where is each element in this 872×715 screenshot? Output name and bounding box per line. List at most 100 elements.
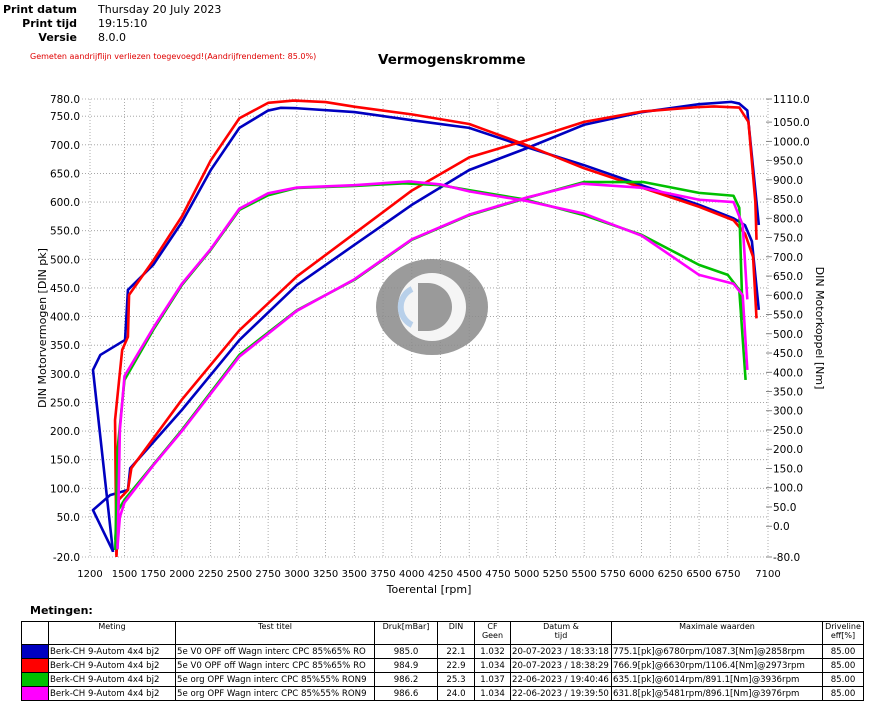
cell-datum: 20-07-2023 / 18:38:29 [510, 658, 612, 673]
cell-din: 22.9 [437, 658, 475, 673]
cell-druk: 986.2 [374, 672, 438, 687]
y-tick-label: 700.0 [50, 140, 80, 152]
y2-tick-label: 700.0 [773, 252, 803, 264]
y2-tick-label: 650.0 [773, 271, 803, 283]
series-line-2-power [115, 105, 758, 558]
y-tick-label: 780.0 [50, 94, 80, 106]
column-header: DIN [437, 621, 475, 645]
x-tick-label: 5000 [514, 569, 539, 580]
y2-tick-label: 900.0 [773, 175, 803, 187]
measurements-table: Meting Test titel Druk[mBar] DIN CF Geen Datu… [21, 621, 864, 701]
y-tick-label: 750.0 [50, 111, 80, 123]
cell-eff: 85.00 [822, 686, 864, 701]
y2-tick-label: 200.0 [773, 444, 803, 456]
series-line-1-torque [91, 106, 761, 553]
x-tick-label: 7100 [755, 569, 780, 580]
y-tick-label: 200.0 [50, 426, 80, 438]
y2-tick-label: 100.0 [773, 483, 803, 495]
y-tick-label: 500.0 [50, 254, 80, 266]
y2-tick-label: 400.0 [773, 367, 803, 379]
y2-tick-label: 1110.0 [773, 94, 810, 106]
x-tick-label: 4250 [428, 569, 453, 580]
table-row: Berk-CH 9-Autom 4x4 bj2 5e V0 OPF off Wag… [21, 658, 864, 673]
cell-meting: Berk-CH 9-Autom 4x4 bj2 [48, 672, 176, 687]
cell-druk: 984.9 [374, 658, 438, 673]
power-torque-chart: 1200 1500 1750 2000 2250 2500 2750 3000 3250 3500… [36, 94, 826, 596]
cell-datum: 22-06-2023 / 19:39:50 [510, 686, 612, 701]
x-tick-label: 6250 [658, 569, 683, 580]
cell-cf: 1.034 [474, 686, 511, 701]
cell-cf: 1.037 [474, 672, 511, 687]
x-tick-label: 2250 [198, 569, 223, 580]
y2-axis-label: DIN Motorkoppel [Nm] [813, 267, 826, 390]
x-tick-label: 4500 [456, 569, 481, 580]
cell-max: 766.9[pk]@6630rpm/1106.4[Nm]@2973rpm [611, 658, 823, 673]
y-tick-label: 350.0 [50, 340, 80, 352]
series-lines [91, 99, 761, 558]
cell-datum: 20-07-2023 / 18:33:18 [510, 644, 612, 659]
table-row: Berk-CH 9-Autom 4x4 bj2 5e org OPF Wagn i… [21, 686, 864, 701]
x-tick-label: 4000 [399, 569, 424, 580]
y2-tick-label: 1050.0 [773, 117, 810, 129]
column-header: Driveline eff[%] [822, 621, 864, 645]
cell-eff: 85.00 [822, 658, 864, 673]
column-header: Datum & tijd [510, 621, 612, 645]
y2-tick-label: 600.0 [773, 290, 803, 302]
y-tick-label: 50.0 [57, 512, 80, 524]
table-row: Berk-CH 9-Autom 4x4 bj2 5e org OPF Wagn i… [21, 672, 864, 687]
cell-titel: 5e org OPF Wagn interc CPC 85%55% RON9 [175, 686, 375, 701]
y-tick-label: 150.0 [50, 455, 80, 467]
x-tick-label: 3750 [370, 569, 395, 580]
y2-tick-label: 500.0 [773, 329, 803, 341]
versie-label: Versie [38, 31, 77, 44]
y2-tick-label: 750.0 [773, 233, 803, 245]
cell-eff: 85.00 [822, 644, 864, 659]
print-datum-label: Print datum [2, 3, 77, 16]
x-tick-label: 6750 [715, 569, 740, 580]
x-tick-label: 4750 [485, 569, 510, 580]
y-tick-label: 100.0 [50, 483, 80, 495]
y2-tick-label: 550.0 [773, 310, 803, 322]
watermark-logo [376, 259, 488, 355]
cell-eff: 85.00 [822, 672, 864, 687]
y2-tick-label: 50.0 [773, 502, 796, 514]
cell-druk: 985.0 [374, 644, 438, 659]
axes: 1200 1500 1750 2000 2250 2500 2750 3000 3250 3500… [50, 94, 810, 580]
y2-tick-label: 1000.0 [773, 136, 810, 148]
cell-max: 631.8[pk]@5481rpm/896.1[Nm]@3976rpm [611, 686, 823, 701]
cell-meting: Berk-CH 9-Autom 4x4 bj2 [48, 686, 176, 701]
cell-max: 635.1[pk]@6014rpm/891.1[Nm]@3936rpm [611, 672, 823, 687]
y2-tick-label: -80.0 [773, 552, 800, 564]
y2-tick-label: 0.0 [773, 521, 790, 533]
x-tick-label: 6000 [629, 569, 654, 580]
y-tick-label: 550.0 [50, 226, 80, 238]
print-datum-value: Thursday 20 July 2023 [98, 3, 222, 16]
versie-value: 8.0.0 [98, 31, 126, 44]
y2-tick-label: 850.0 [773, 194, 803, 206]
series-line-3-torque [113, 99, 758, 556]
x-tick-label: 3500 [342, 569, 367, 580]
y-tick-label: 600.0 [50, 197, 80, 209]
column-header [21, 621, 49, 645]
x-tick-label: 1200 [77, 569, 102, 580]
x-tick-label: 1750 [140, 569, 165, 580]
cell-cf: 1.032 [474, 644, 511, 659]
chart-title: Vermogenskromme [378, 52, 526, 68]
metingen-title: Metingen: [30, 604, 93, 617]
cell-datum: 22-06-2023 / 19:40:46 [510, 672, 612, 687]
color-swatch [21, 658, 49, 673]
column-header: Maximale waarden [611, 621, 823, 645]
y2-tick-label: 950.0 [773, 156, 803, 168]
color-swatch [21, 686, 49, 701]
x-tick-label: 3250 [313, 569, 338, 580]
cell-max: 775.1[pk]@6780rpm/1087.3[Nm]@2858rpm [611, 644, 823, 659]
y2-tick-label: 800.0 [773, 213, 803, 225]
x-tick-label: 1500 [112, 569, 137, 580]
print-tijd-value: 19:15:10 [98, 17, 148, 30]
x-tick-label: 2000 [169, 569, 194, 580]
y-tick-label: 400.0 [50, 312, 80, 324]
series-line-6-power [116, 182, 749, 546]
cell-meting: Berk-CH 9-Autom 4x4 bj2 [48, 644, 176, 659]
series-line-4-power [113, 180, 745, 540]
y-tick-label: -20.0 [53, 552, 80, 564]
